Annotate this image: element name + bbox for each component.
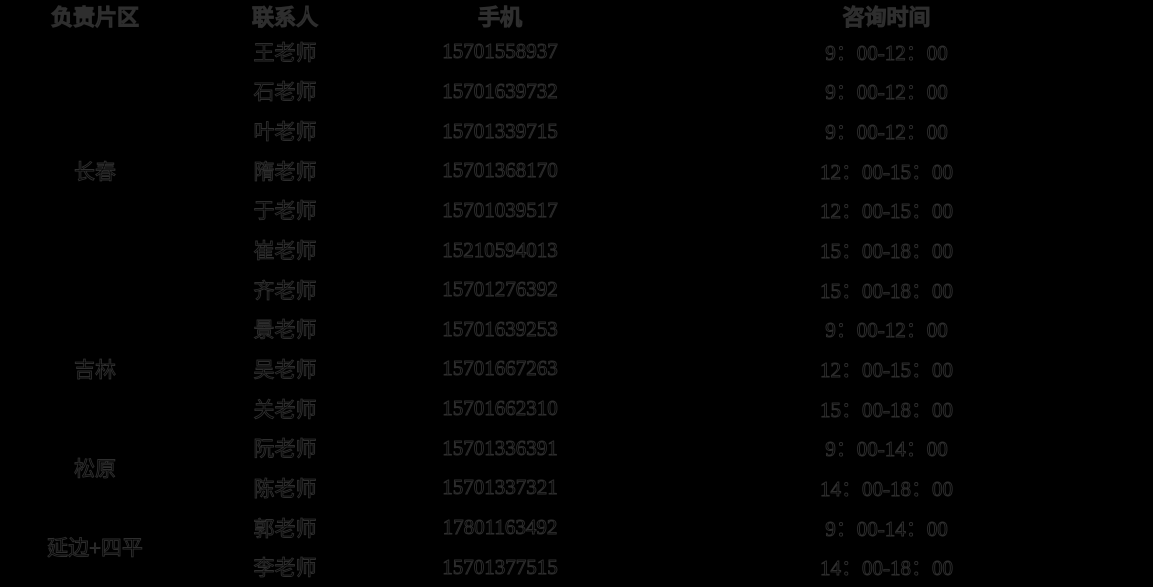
contact-name-cell: 隋老师 [253, 159, 317, 184]
time-cell: 15：00-18：00 [820, 397, 954, 422]
time-cell: 15：00-18：00 [820, 278, 954, 303]
table-row: 石老师 15701639732 9：00-12：00 [0, 72, 1153, 112]
time-cell: 9：00-12：00 [825, 80, 948, 105]
header-contact: 联系人 [251, 5, 319, 31]
time-cell: 9：00-14：00 [825, 437, 948, 462]
table-row: 吴老师 15701667263 12：00-15：00 [0, 349, 1153, 389]
time-cell: 9：00-12：00 [825, 120, 948, 145]
contact-name-cell: 阮老师 [253, 437, 317, 462]
phone-cell: 15701368170 [442, 158, 558, 183]
time-cell: 12：00-15：00 [820, 159, 954, 184]
phone-cell: 15701667263 [442, 356, 558, 381]
region-cell: 松原 [74, 457, 117, 482]
table-row: 吉林 景老师 15701639253 9：00-12：00 [0, 309, 1153, 382]
time-cell: 12：00-15：00 [820, 199, 954, 224]
region-cell: 吉林 [74, 357, 117, 382]
contact-name-cell: 崔老师 [253, 239, 317, 264]
time-cell: 9：00-14：00 [825, 516, 948, 541]
time-cell: 14：00-18：00 [820, 476, 954, 501]
phone-cell: 15701558937 [442, 39, 558, 64]
contact-name-cell: 郭老师 [253, 516, 317, 541]
header-phone: 手机 [477, 5, 523, 31]
time-cell: 12：00-15：00 [820, 357, 954, 382]
table-row: 长春 王老师 15701558937 9：00-12：00 [0, 32, 1153, 184]
table-header-row: 负责片区 联系人 手机 咨询时间 [0, 0, 1153, 32]
table-row: 齐老师 15701276392 15：00-18：00 [0, 270, 1153, 310]
contact-name-cell: 齐老师 [253, 278, 317, 303]
contact-name-cell: 王老师 [253, 40, 317, 65]
table-row: 于老师 15701039517 12：00-15：00 [0, 191, 1153, 231]
phone-cell: 15701662310 [442, 396, 558, 421]
table-row: 延边+四平 郭老师 17801163492 9：00-14：00 [0, 508, 1153, 561]
table-body: 长春 王老师 15701558937 9：00-12：00 石老师 15701639732… [0, 32, 1153, 587]
contact-name-cell: 石老师 [253, 80, 317, 105]
phone-cell: 17801163492 [442, 515, 558, 540]
table-row: 隋老师 15701368170 12：00-15：00 [0, 151, 1153, 191]
phone-cell: 15701039517 [442, 197, 558, 222]
contact-name-cell: 关老师 [253, 397, 317, 422]
header-region: 负责片区 [50, 5, 140, 31]
region-cell: 延边+四平 [47, 536, 144, 561]
contact-name-cell: 于老师 [253, 199, 317, 224]
phone-cell: 15701337321 [442, 475, 558, 500]
contact-name-cell: 叶老师 [253, 120, 317, 145]
region-cell: 长春 [74, 159, 117, 184]
time-cell: 14：00-18：00 [820, 556, 954, 581]
contact-name-cell: 景老师 [253, 318, 317, 343]
time-cell: 9：00-12：00 [825, 318, 948, 343]
time-cell: 15：00-18：00 [820, 239, 954, 264]
table-row: 陈老师 15701337321 14：00-18：00 [0, 468, 1153, 508]
table-row: 李老师 15701377515 14：00-18：00 [0, 547, 1153, 587]
header-time: 咨询时间 [842, 5, 931, 31]
table-row: 叶老师 15701339715 9：00-12：00 [0, 111, 1153, 151]
table-row: 松原 阮老师 15701336391 9：00-14：00 [0, 428, 1153, 481]
table-row: 崔老师 15210594013 15：00-18：00 [0, 230, 1153, 270]
contact-name-cell: 李老师 [253, 556, 317, 581]
phone-cell: 15701336391 [442, 435, 558, 460]
phone-cell: 15701639253 [442, 316, 558, 341]
phone-cell: 15210594013 [442, 237, 558, 262]
contact-name-cell: 陈老师 [253, 476, 317, 501]
phone-cell: 15701639732 [442, 78, 558, 104]
phone-cell: 15701377515 [442, 554, 558, 579]
phone-cell: 15701339715 [442, 118, 558, 143]
time-cell: 9：00-12：00 [825, 40, 948, 65]
phone-cell: 15701276392 [442, 277, 558, 302]
table-row: 关老师 15701662310 15：00-18：00 [0, 389, 1153, 429]
contact-name-cell: 吴老师 [253, 357, 317, 382]
